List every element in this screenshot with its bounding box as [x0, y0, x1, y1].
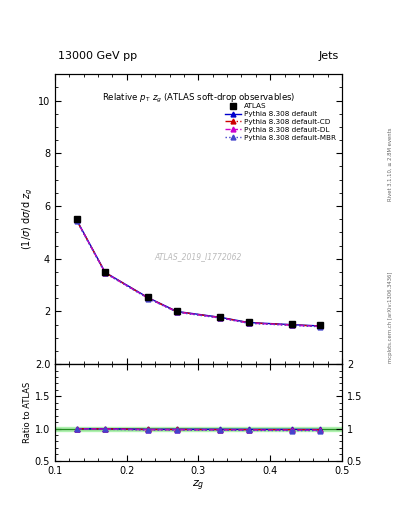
Text: ATLAS_2019_I1772062: ATLAS_2019_I1772062 [155, 252, 242, 262]
X-axis label: $z_g$: $z_g$ [192, 478, 205, 493]
Text: mcplots.cern.ch [arXiv:1306.3436]: mcplots.cern.ch [arXiv:1306.3436] [388, 272, 393, 363]
Y-axis label: Ratio to ATLAS: Ratio to ATLAS [23, 382, 32, 443]
Bar [55, 426, 342, 431]
Text: Relative $p_{\mathrm{T}}$ $z_g$ (ATLAS soft-drop observables): Relative $p_{\mathrm{T}}$ $z_g$ (ATLAS s… [102, 92, 295, 105]
Text: Jets: Jets [319, 51, 339, 61]
Y-axis label: (1/$\sigma$) d$\sigma$/d $z_g$: (1/$\sigma$) d$\sigma$/d $z_g$ [21, 188, 35, 250]
Text: 13000 GeV pp: 13000 GeV pp [58, 51, 137, 61]
Legend: ATLAS, Pythia 8.308 default, Pythia 8.308 default-CD, Pythia 8.308 default-DL, P: ATLAS, Pythia 8.308 default, Pythia 8.30… [223, 101, 338, 143]
Text: Rivet 3.1.10, ≥ 2.8M events: Rivet 3.1.10, ≥ 2.8M events [388, 127, 393, 201]
